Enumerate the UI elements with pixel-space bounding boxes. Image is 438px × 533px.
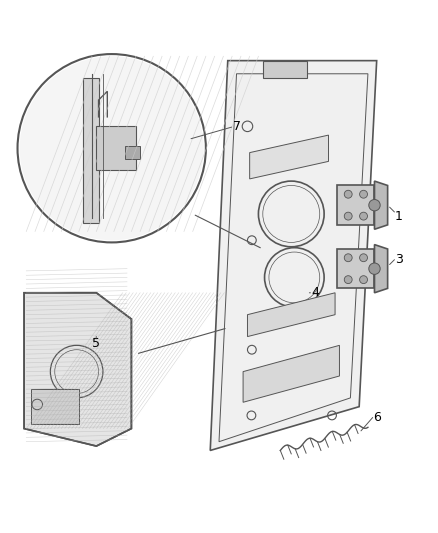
Polygon shape (263, 61, 307, 78)
Polygon shape (374, 245, 388, 293)
Text: 7: 7 (233, 120, 240, 133)
Polygon shape (96, 126, 136, 170)
Polygon shape (250, 135, 328, 179)
Polygon shape (24, 293, 131, 446)
Polygon shape (337, 249, 374, 288)
Circle shape (360, 190, 367, 198)
Circle shape (20, 56, 204, 240)
Polygon shape (125, 146, 140, 159)
Text: 4: 4 (311, 286, 319, 300)
Text: 5: 5 (92, 337, 100, 350)
Text: 1: 1 (395, 209, 403, 223)
Polygon shape (337, 185, 374, 225)
Circle shape (344, 276, 352, 284)
Polygon shape (374, 181, 388, 229)
Circle shape (344, 190, 352, 198)
Circle shape (369, 263, 380, 274)
Text: 6: 6 (373, 411, 381, 424)
Polygon shape (210, 61, 377, 450)
Polygon shape (83, 78, 99, 223)
Circle shape (360, 276, 367, 284)
Polygon shape (243, 345, 339, 402)
Polygon shape (247, 293, 335, 336)
Circle shape (360, 254, 367, 262)
Polygon shape (31, 389, 79, 424)
Circle shape (369, 199, 380, 211)
Text: 3: 3 (395, 253, 403, 266)
Circle shape (344, 254, 352, 262)
Circle shape (360, 212, 367, 220)
Circle shape (18, 54, 206, 243)
Circle shape (344, 212, 352, 220)
